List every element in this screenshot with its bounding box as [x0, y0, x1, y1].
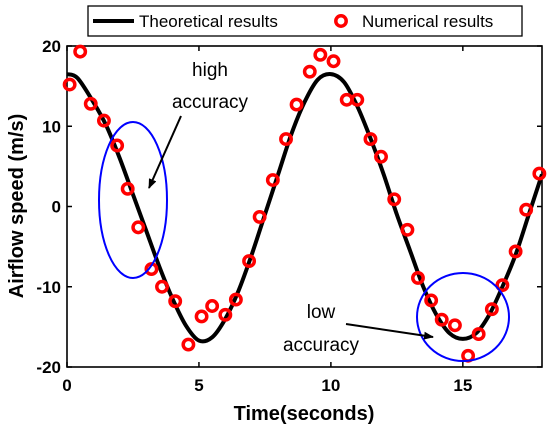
legend-label-numerical: Numerical results: [362, 12, 493, 31]
numerical-result-point: [374, 149, 388, 164]
numerical-result-point: [73, 44, 88, 59]
legend-marker-swatch: [334, 14, 348, 28]
numerical-result-point: [265, 173, 280, 187]
high-accuracy-ellipse: [98, 121, 168, 279]
x-tick-label: 0: [62, 376, 71, 395]
numerical-result-point: [350, 92, 365, 107]
numerical-result-point: [495, 278, 510, 293]
numerical-result-point: [447, 318, 462, 333]
numerical-result-point: [110, 138, 125, 153]
theoretical-results-line: [66, 72, 544, 344]
numerical-result-point: [96, 113, 111, 128]
numerical-result-point: [411, 270, 425, 285]
high-accuracy-label-line2: accuracy: [172, 92, 249, 113]
numerical-result-point: [387, 192, 402, 207]
x-tick-label: 10: [321, 376, 340, 395]
tick-layer: 0 5 10 15 -20 -10 0 10 20: [36, 37, 542, 395]
numerical-result-point: [242, 254, 257, 269]
series-layer: [62, 44, 547, 363]
numerical-result-point: [302, 64, 317, 79]
x-tick-label: 5: [194, 376, 203, 395]
high-accuracy-arrow: [148, 115, 182, 189]
numerical-result-point: [484, 302, 499, 317]
numerical-result-point: [424, 293, 439, 308]
legend: Theoretical results Numerical results: [87, 5, 523, 37]
low-accuracy-arrow: [345, 323, 434, 340]
numerical-result-point: [83, 96, 98, 111]
y-tick-label: -20: [36, 358, 61, 377]
numerical-result-point: [326, 54, 341, 69]
numerical-result-point: [289, 97, 304, 112]
numerical-result-point: [155, 279, 169, 294]
numerical-result-point: [181, 337, 196, 352]
legend-label-theoretical: Theoretical results: [139, 12, 278, 31]
low-accuracy-ellipse: [416, 272, 510, 362]
low-accuracy-label-line2: accuracy: [283, 335, 360, 356]
numerical-result-point: [363, 132, 378, 147]
low-accuracy-label-line1: low: [307, 302, 336, 323]
y-axis-title: Airflow speed (m/s): [6, 114, 28, 298]
x-tick-label: 15: [453, 376, 472, 395]
numerical-result-point: [168, 294, 183, 309]
y-tick-label: -10: [36, 278, 61, 297]
numerical-result-point: [532, 166, 547, 181]
numerical-result-point: [131, 220, 146, 235]
numerical-result-point: [434, 312, 449, 327]
numerical-result-point: [471, 327, 486, 342]
numerical-result-point: [252, 209, 267, 224]
y-tick-label: 0: [52, 198, 61, 217]
numerical-result-point: [120, 181, 135, 196]
y-tick-label: 10: [42, 117, 61, 136]
numerical-result-point: [205, 299, 220, 313]
numerical-result-point: [508, 244, 523, 259]
numerical-result-point: [279, 132, 293, 147]
legend-box: [87, 5, 523, 37]
numerical-result-point: [62, 77, 77, 92]
numerical-result-point: [313, 47, 328, 62]
y-tick-label: 20: [42, 37, 61, 56]
numerical-result-point: [228, 292, 243, 307]
x-axis-title: Time(seconds): [234, 403, 375, 425]
numerical-result-point: [218, 307, 233, 322]
numerical-result-point: [519, 202, 534, 217]
high-accuracy-label-line1: high: [192, 60, 228, 81]
numerical-result-point: [194, 309, 209, 324]
numerical-result-point: [400, 222, 415, 237]
